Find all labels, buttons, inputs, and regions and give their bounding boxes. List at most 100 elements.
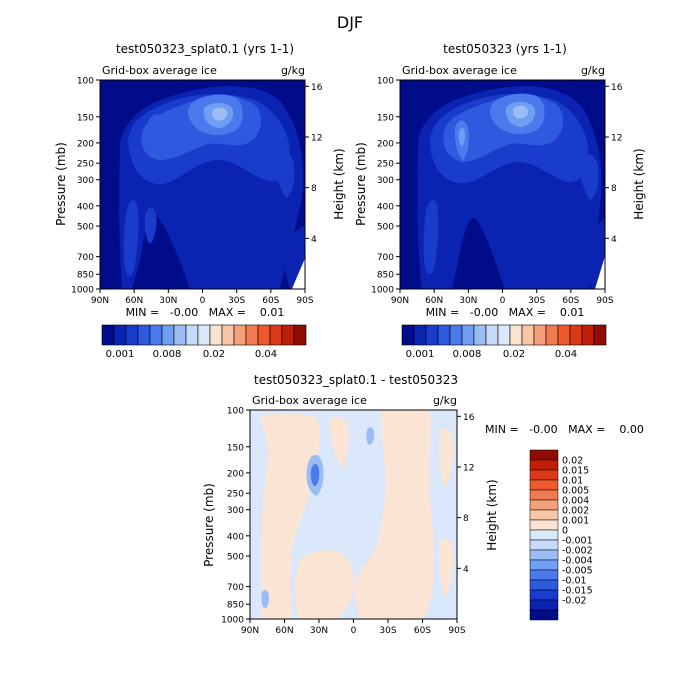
panel-c-ytick-label-1: 150 — [227, 443, 244, 453]
panel-b-ytick-label-9: 1000 — [371, 286, 394, 296]
panel-c-contour-10 — [261, 590, 269, 608]
panel-c-xtick-label-0: 90N — [241, 626, 259, 636]
panel-a-ytick-label-1: 150 — [77, 113, 94, 123]
panel-a-stats: MIN = -0.00 MAX = 0.01 — [126, 306, 285, 319]
panel-c-legend-swatch-8 — [529, 529, 559, 541]
panel-c-contours — [250, 410, 457, 619]
panel-c-ytick-label-4: 300 — [227, 506, 244, 516]
panel-c-legend-label-4: 0.004 — [562, 496, 589, 507]
panel-b: test050323 (yrs 1-1) Grid-box average ic… — [354, 42, 646, 360]
panel-c-ytick-label-9: 1000 — [221, 616, 244, 626]
panel-a-cb-label-3: 0.04 — [255, 349, 277, 360]
panel-a-colorbar-swatch-11 — [233, 324, 247, 346]
panel-a-colorbar — [101, 324, 307, 346]
panel-a-cb-label-0: 0.001 — [106, 349, 135, 360]
panel-a-colorbar-swatch-5 — [161, 324, 175, 346]
panel-c-legend-swatch-16 — [529, 609, 559, 621]
panel-a-ytick-label-4: 300 — [77, 176, 94, 186]
panel-c-ytick-label-6: 500 — [227, 553, 244, 563]
panel-c-legend-label-9: -0.002 — [562, 546, 593, 557]
panel-c-legend-swatch-12 — [529, 569, 559, 581]
panel-b-ytick-label-6: 500 — [377, 223, 394, 233]
panel-c-contour-1 — [260, 414, 320, 619]
panel-a-ytick-right-label-3: 4 — [311, 235, 317, 245]
panel-a-xtick-label-2: 30N — [159, 296, 177, 306]
panel-c-legend-swatch-3 — [529, 479, 559, 491]
panel-b-colorbar-swatch-13 — [557, 324, 571, 346]
panel-c-legend-swatch-7 — [529, 519, 559, 531]
panel-b-contour-8 — [458, 128, 465, 147]
panel-c-ytick-label-5: 400 — [227, 532, 244, 542]
panel-c-xtick-label-1: 60N — [275, 626, 293, 636]
panel-b-colorbar-swatch-11 — [533, 324, 547, 346]
panel-a-colorbar-swatch-1 — [113, 324, 127, 346]
panel-c-ytick-label-3: 250 — [227, 490, 244, 500]
panel-c-xtick-label-2: 30N — [310, 626, 328, 636]
panel-c-legend-swatch-4 — [529, 489, 559, 501]
panel-c-contour-2 — [330, 416, 349, 470]
panel-c-legend-label-3: 0.005 — [562, 486, 589, 497]
panel-c-ytick-right-label-1: 12 — [463, 464, 474, 474]
panel-c-legend-label-11: -0.005 — [562, 566, 593, 577]
panel-c-ytick-right-label-0: 16 — [463, 413, 475, 423]
panel-a-contour-6 — [212, 107, 228, 121]
panel-a-ytick-label-6: 500 — [77, 223, 94, 233]
panel-b-title: test050323 (yrs 1-1) — [443, 42, 567, 56]
panel-c-legend-swatch-1 — [529, 459, 559, 471]
panel-b-ytick-label-8: 850 — [377, 271, 394, 281]
panel-b-xtick-label-5: 60S — [562, 296, 579, 306]
panel-b-colorbar-swatch-2 — [425, 324, 439, 346]
panel-c-ytick-label-0: 100 — [227, 407, 244, 417]
panel-b-ylabel: Pressure (mb) — [354, 142, 368, 226]
panel-a-colorbar-swatch-14 — [269, 324, 283, 346]
panel-c-legend-swatch-0 — [529, 449, 559, 461]
panel-a-cb-label-2: 0.02 — [203, 349, 225, 360]
panel-a-ytick-label-8: 850 — [77, 271, 94, 281]
panel-a: test050323_splat0.1 (yrs 1-1) Grid-box a… — [54, 42, 346, 360]
panel-c-contour-5 — [439, 428, 454, 488]
panel-c-ytick-label-8: 850 — [227, 601, 244, 611]
panel-a-ytick-right-label-2: 8 — [311, 184, 317, 194]
panel-a-colorbar-swatch-4 — [149, 324, 163, 346]
panel-a-colorbar-swatch-10 — [221, 324, 235, 346]
panel-a-axes: 100 150 200 250 300 400 500 700 850 1000 16 12 8 4 90N… — [71, 77, 323, 307]
panel-c-legend-label-13: -0.015 — [562, 586, 593, 597]
panel-a-xtick-label-5: 60S — [262, 296, 279, 306]
panel-c-axes: 100 150 200 250 300 400 500 700 850 1000 16 12 8 4 90N… — [221, 407, 475, 637]
panel-c-xtick-label-5: 60S — [414, 626, 431, 636]
panel-c-legend-label-10: -0.004 — [562, 556, 593, 567]
panel-c-legend-label-8: -0.001 — [562, 536, 593, 547]
panel-c-ytick-label-2: 200 — [227, 469, 244, 479]
panel-c-legend-label-2: 0.01 — [562, 476, 583, 487]
panel-b-cb-label-2: 0.02 — [503, 349, 525, 360]
panel-c-legend-swatch-14 — [529, 589, 559, 601]
panel-a-cb-label-1: 0.008 — [153, 349, 182, 360]
panel-a-xtick-label-1: 60N — [125, 296, 143, 306]
panel-b-xtick-label-2: 30N — [459, 296, 477, 306]
panel-a-contour-10 — [275, 153, 295, 198]
panel-c-legend-label-0: 0.02 — [562, 456, 583, 467]
panel-b-ytick-label-7: 700 — [377, 253, 394, 263]
panel-c-legend-label-12: -0.01 — [562, 576, 587, 587]
panel-a-ytick-label-0: 100 — [77, 77, 94, 87]
panel-b-xtick-label-3: 0 — [500, 296, 506, 306]
panel-a-colorbar-swatch-3 — [137, 324, 151, 346]
panel-c-stats: MIN = -0.00 MAX = 0.00 — [485, 423, 644, 436]
panel-b-colorbar-swatch-15 — [581, 324, 595, 346]
panel-c-legend-swatch-5 — [529, 499, 559, 511]
panel-b-colorbar-swatch-0 — [401, 324, 415, 346]
panel-b-colorbar-swatch-3 — [437, 324, 451, 346]
panel-b-ytick-label-5: 400 — [377, 202, 394, 212]
panel-a-contour-8 — [123, 200, 139, 277]
panel-b-ytick-label-0: 100 — [377, 77, 394, 87]
panel-b-colorbar-swatch-6 — [473, 324, 487, 346]
panel-b-cb-label-3: 0.04 — [555, 349, 577, 360]
panel-a-xtick-label-6: 90S — [296, 296, 313, 306]
panel-b-ytick-right-label-1: 12 — [611, 134, 622, 144]
panel-b-xtick-label-1: 60N — [425, 296, 443, 306]
panel-c-xtick-label-3: 0 — [351, 626, 357, 636]
panel-c-contour-9 — [366, 427, 374, 445]
panel-b-colorbar-swatch-4 — [449, 324, 463, 346]
panel-c-legend-swatch-6 — [529, 509, 559, 521]
panel-a-ytick-right-label-1: 12 — [311, 134, 322, 144]
